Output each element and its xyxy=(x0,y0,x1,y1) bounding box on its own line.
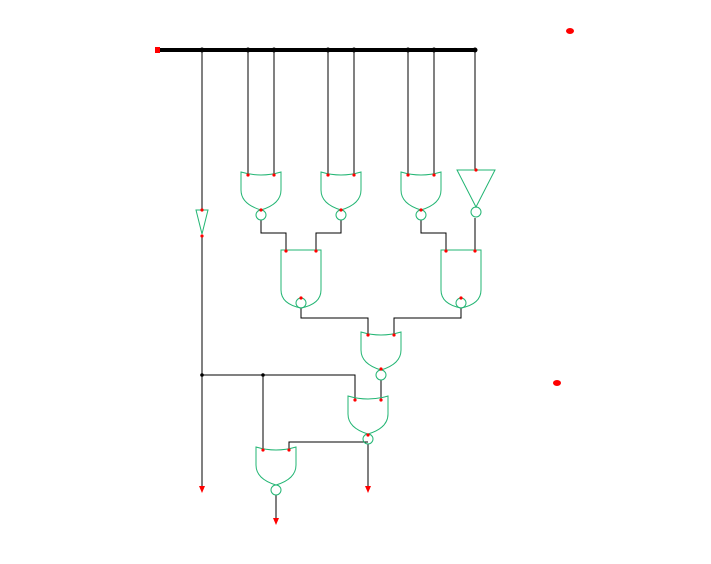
nor-gate-1[interactable] xyxy=(240,171,282,221)
input-bus[interactable] xyxy=(155,47,476,53)
nor-gate-4[interactable] xyxy=(360,331,402,381)
nor-gate-2[interactable] xyxy=(320,171,362,221)
stray-pins xyxy=(553,28,574,386)
nor-gate-3[interactable] xyxy=(400,171,442,221)
output-pin-3 xyxy=(273,518,279,525)
wire-junctions xyxy=(200,373,265,377)
wires xyxy=(201,50,476,520)
output-pins[interactable] xyxy=(199,486,371,525)
bus-junctions xyxy=(199,47,478,53)
inverter-bubble xyxy=(270,484,282,496)
gate-pins xyxy=(200,168,478,452)
bus-input-pin[interactable] xyxy=(155,47,160,53)
inverter-bubble xyxy=(470,206,482,218)
nor-gate-5[interactable] xyxy=(347,395,389,445)
output-pin-2 xyxy=(365,486,371,493)
buffer-left[interactable] xyxy=(195,209,209,235)
inverter-bubble xyxy=(375,369,387,381)
not-gate-bus[interactable] xyxy=(456,169,496,218)
output-pin-1 xyxy=(199,486,205,493)
nor-gate-6[interactable] xyxy=(255,446,297,496)
